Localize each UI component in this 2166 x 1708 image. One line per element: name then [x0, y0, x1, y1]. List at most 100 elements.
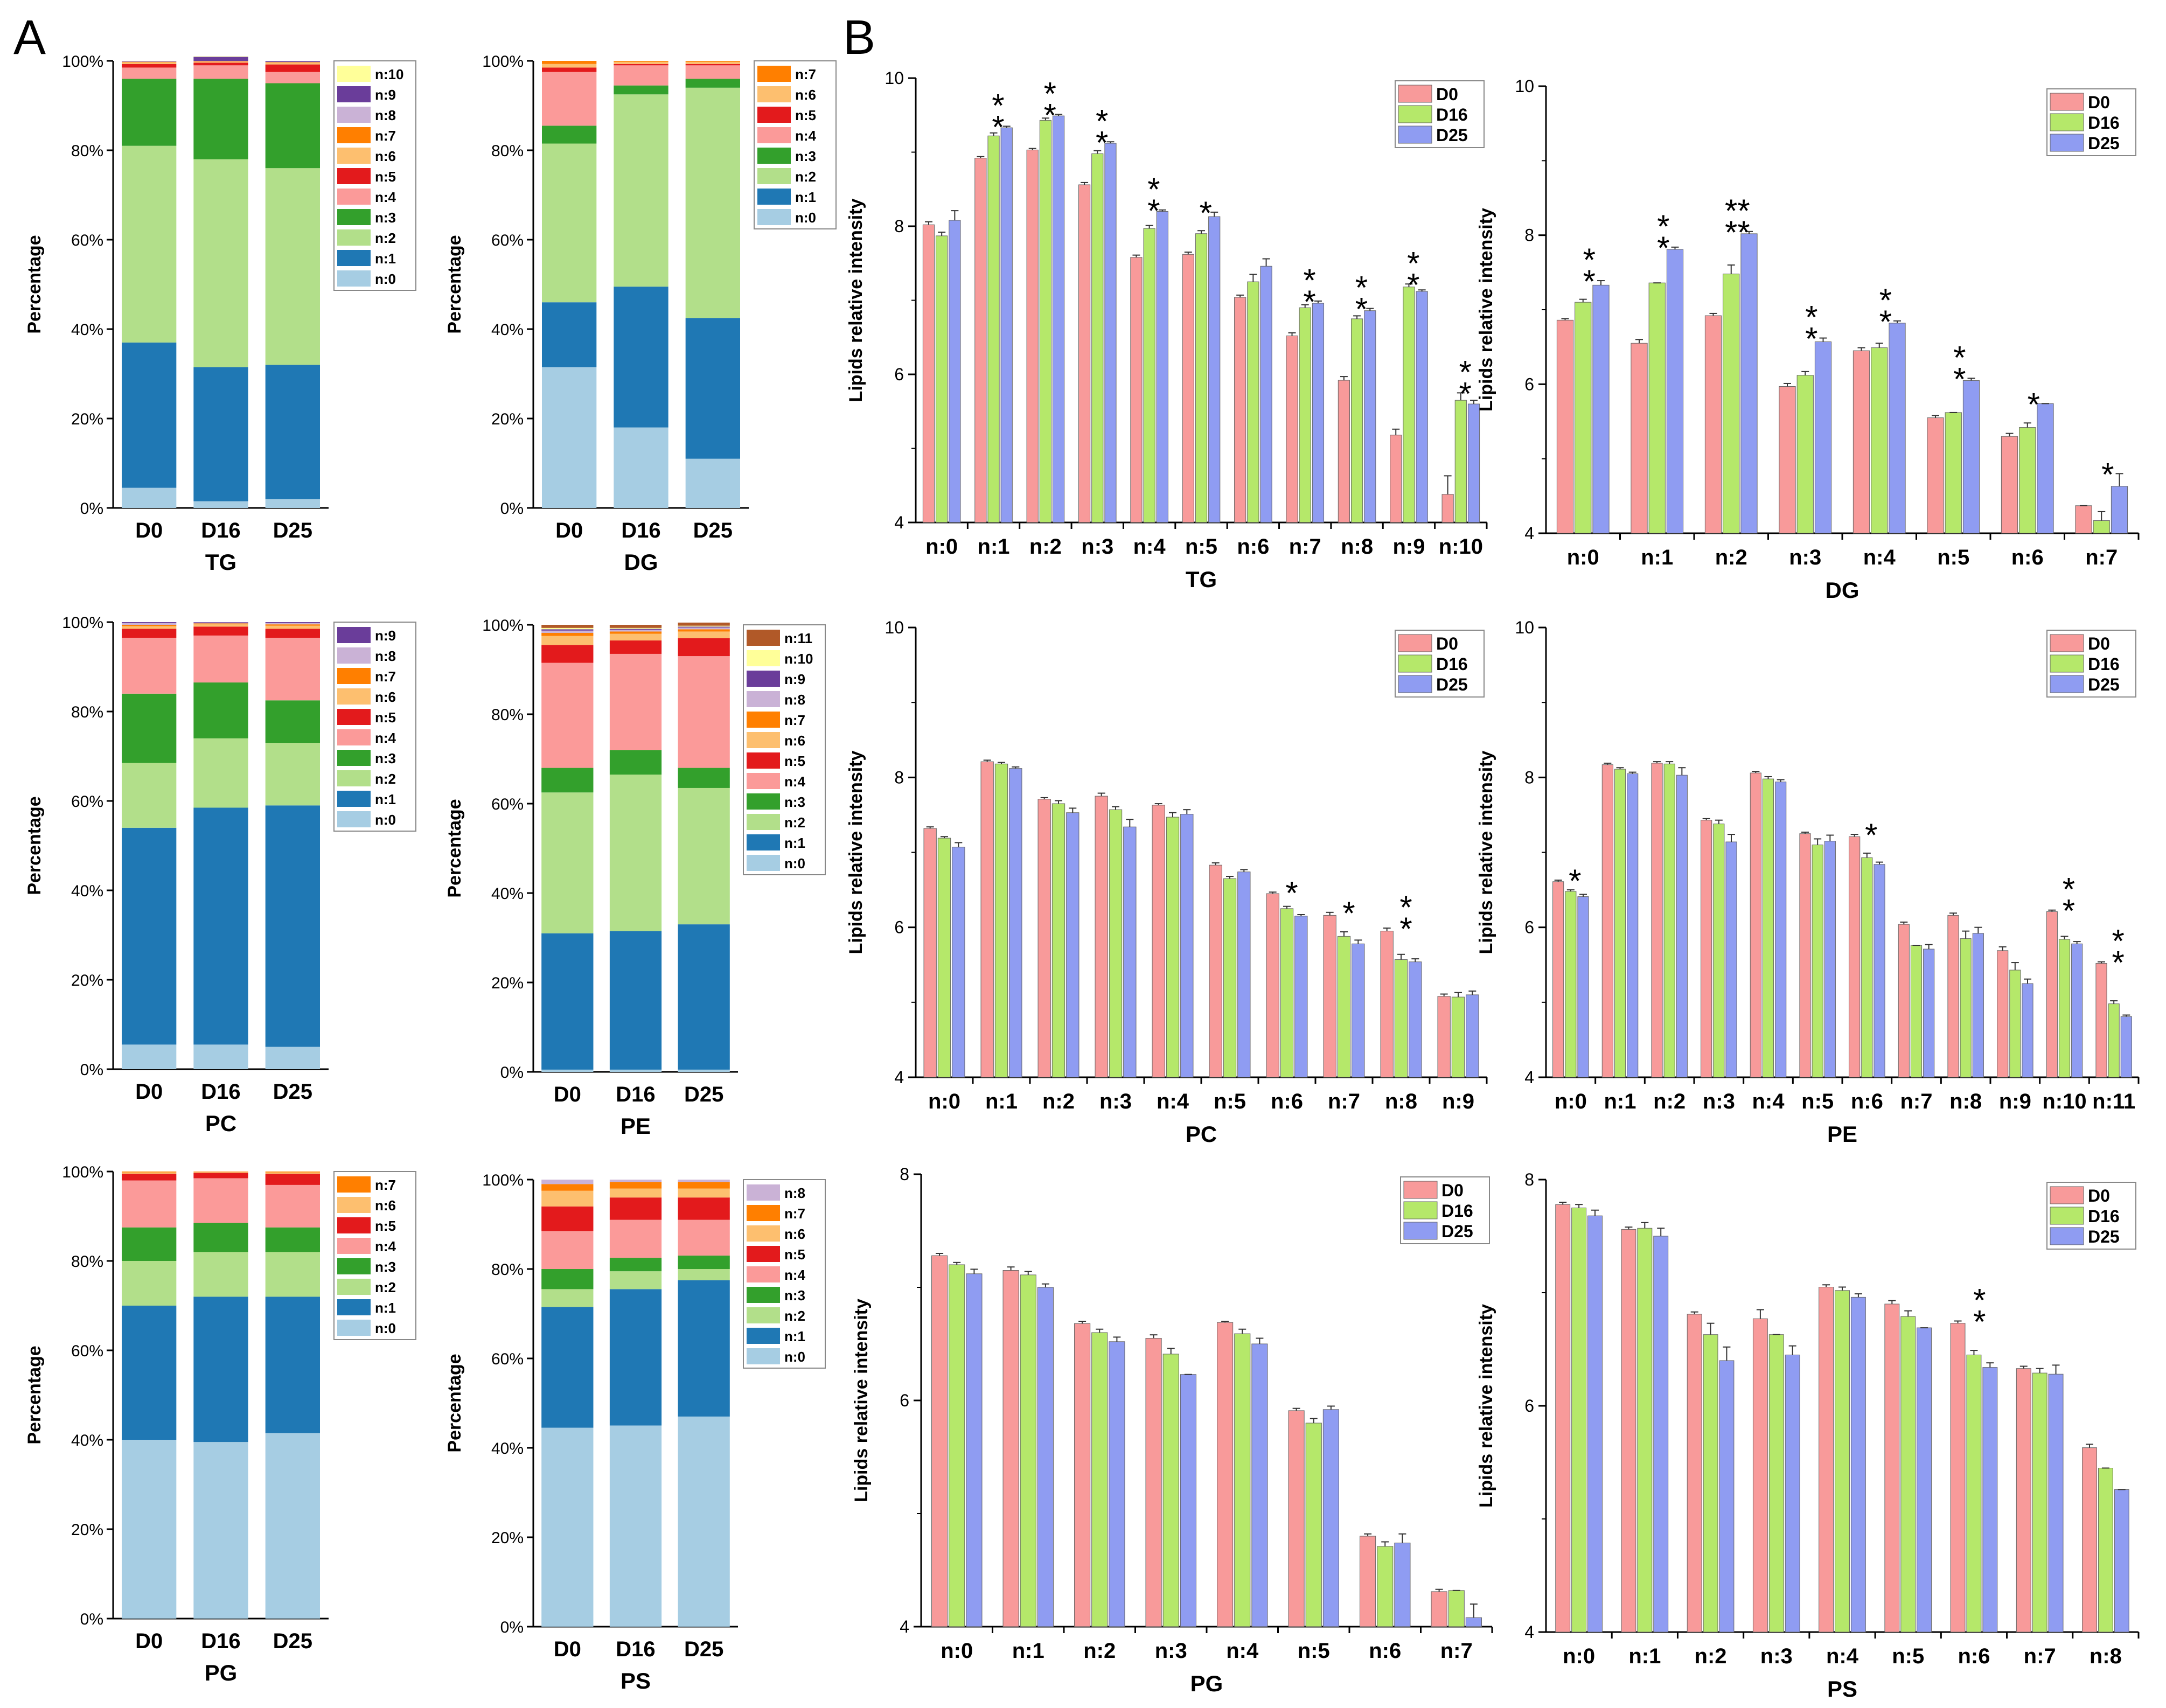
legend-swatch [1398, 105, 1432, 123]
y-tick-label: 20% [71, 410, 103, 428]
stacked-segment [541, 1069, 594, 1072]
stacked-segment [541, 1190, 594, 1207]
y-tick-label: 8 [900, 1165, 909, 1184]
stacked-segment [193, 624, 248, 627]
stacked-segment [614, 64, 668, 66]
legend-label: n:7 [784, 712, 805, 728]
stacked-segment [609, 775, 662, 931]
bar [1130, 257, 1143, 523]
stacked-segment [122, 622, 177, 623]
bar [1923, 949, 1935, 1078]
significance-mark: * [1459, 354, 1471, 390]
bar [1104, 143, 1117, 523]
significance-mark: * [1342, 895, 1355, 931]
y-tick-label: 60% [71, 232, 103, 249]
significance-mark: * [2112, 923, 2124, 959]
significance-mark: * [1303, 284, 1315, 320]
bar [1966, 1355, 1982, 1633]
stacked-segment [541, 768, 594, 793]
significance-mark: * [1569, 863, 1581, 899]
legend-swatch [747, 650, 780, 666]
y-tick-label: 80% [71, 703, 103, 721]
stacked-segment [122, 1261, 177, 1306]
bar [1917, 1327, 1932, 1633]
bar [1631, 343, 1648, 534]
significance-mark: * [1044, 75, 1056, 111]
stacked-segment [614, 427, 668, 508]
bar [1152, 805, 1165, 1078]
bar [1648, 282, 1666, 534]
bar [1234, 1333, 1251, 1627]
x-tick-label: n:8 [1341, 535, 1373, 559]
bar [1663, 763, 1675, 1078]
stacked-segment [265, 1433, 320, 1619]
legend-swatch [337, 127, 371, 143]
stacked-segment [193, 65, 248, 79]
y-tick-label: 4 [900, 1617, 909, 1636]
x-tick-label: D25 [693, 519, 733, 542]
y-tick-label: 20% [71, 1521, 103, 1539]
bar [2001, 436, 2018, 534]
legend-label: n:7 [795, 66, 816, 82]
legend-swatch [337, 270, 371, 287]
bar [1162, 1354, 1179, 1627]
stacked-chart-PG: 0% 20% 40% 60% 80% 100% D0 D16 D25 PG Percentage n:… [24, 1163, 416, 1685]
x-tick-label: n:7 [1289, 535, 1321, 559]
bar [1861, 857, 1873, 1078]
stacked-segment [609, 1069, 662, 1072]
legend-label: n:0 [375, 1320, 396, 1336]
bar [2082, 1447, 2097, 1633]
x-tick-label: n:2 [1695, 1644, 1727, 1668]
stacked-segment [609, 630, 662, 632]
y-tick-label: 100% [62, 53, 103, 71]
stacked-segment [609, 653, 662, 750]
bar [1910, 945, 1923, 1078]
y-tick-label: 4 [1524, 1622, 1534, 1642]
chart-title: PS [1827, 1676, 1857, 1702]
bar [2120, 1016, 2132, 1078]
legend-swatch [757, 209, 791, 225]
y-tick-label: 80% [491, 142, 524, 160]
legend-swatch [1403, 1181, 1438, 1199]
significance-mark: * [2063, 893, 2075, 929]
x-tick-label: n:2 [1083, 1639, 1116, 1663]
legend-label: n:6 [375, 1197, 396, 1214]
legend-swatch [2050, 654, 2084, 673]
y-tick-label: 80% [491, 1261, 524, 1279]
bar [1552, 881, 1564, 1078]
x-tick-label: n:5 [1185, 535, 1217, 559]
legend-swatch [2050, 1227, 2084, 1245]
legend-label: D25 [1436, 126, 1468, 145]
chart-title: TG [205, 549, 236, 575]
chart-title: PG [205, 1660, 238, 1685]
legend-swatch [337, 189, 371, 205]
y-tick-label: 60% [71, 793, 103, 811]
stacked-segment [122, 1180, 177, 1228]
x-tick-label: n:6 [1369, 1639, 1401, 1663]
stacked-segment [541, 1180, 594, 1184]
legend-swatch [757, 107, 791, 123]
significance-mark: * [2101, 456, 2114, 492]
bar [1195, 233, 1208, 523]
x-tick-label: n:6 [1237, 535, 1269, 559]
bar [1796, 375, 1814, 534]
legend-swatch [337, 750, 371, 766]
bar [1884, 1303, 1900, 1633]
stacked-segment [678, 1188, 730, 1198]
legend-swatch [757, 127, 791, 143]
x-tick-label: n:7 [2024, 1644, 2056, 1668]
bar [1960, 938, 1972, 1078]
stacked-segment [609, 633, 662, 641]
stacked-segment [265, 168, 320, 365]
legend-label: D16 [1441, 1201, 1473, 1221]
stacked-segment [678, 924, 730, 1070]
stacked-segment [542, 302, 597, 367]
stacked-segment [122, 693, 177, 763]
y-tick-label: 4 [1524, 524, 1534, 543]
bar [1704, 315, 1722, 534]
x-tick-label: n:6 [2011, 546, 2044, 569]
legend-swatch [2050, 134, 2084, 152]
bar [1000, 127, 1013, 523]
bar [923, 828, 937, 1078]
bar [1962, 380, 1980, 534]
